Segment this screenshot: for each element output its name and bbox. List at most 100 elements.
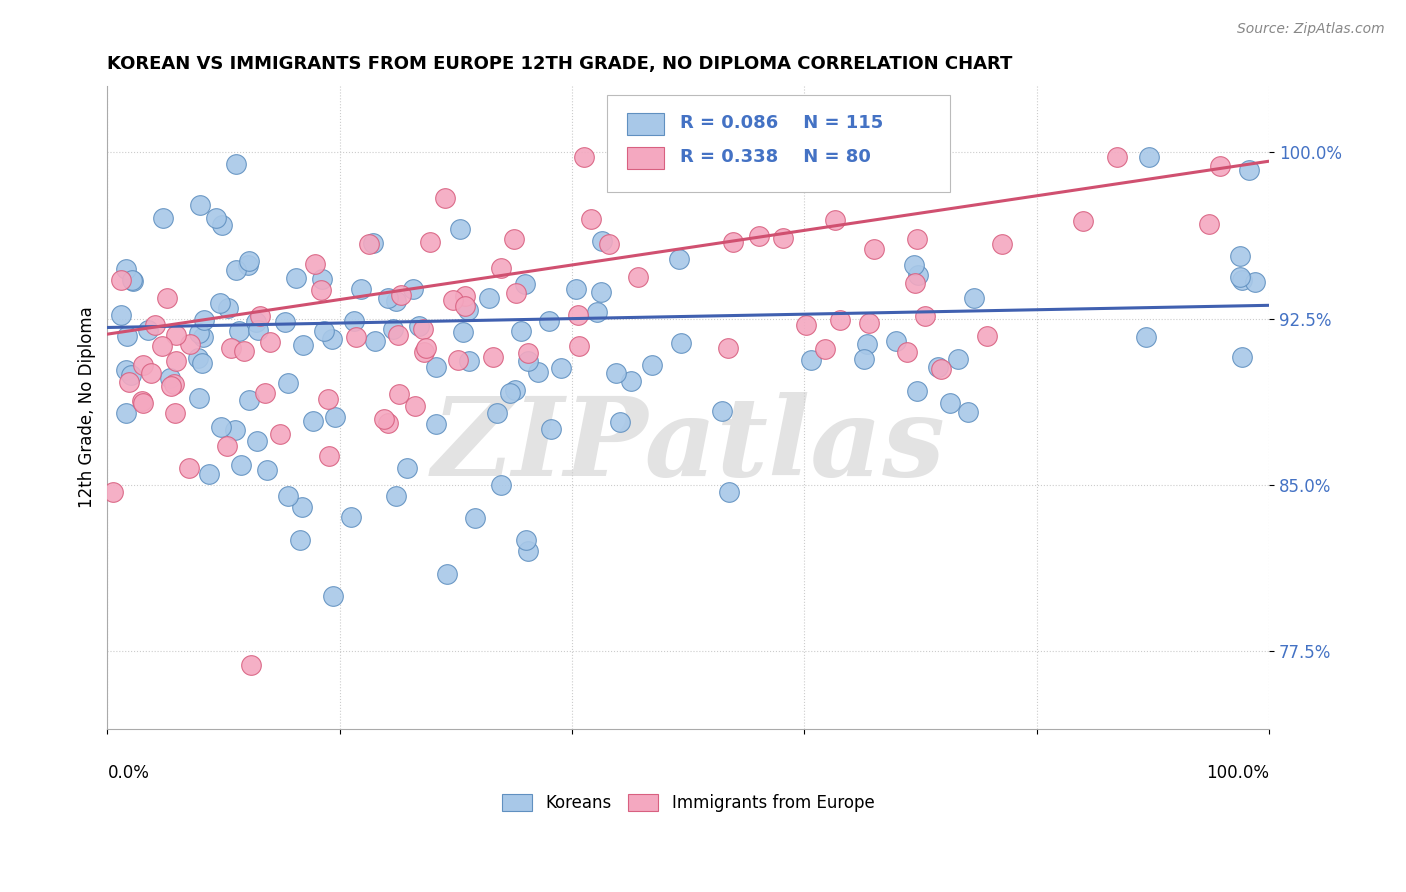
Point [453,299,475,313]
Point [482,350,505,364]
Point [1105,150,1128,164]
Point [498,385,520,400]
Point [1198,217,1220,231]
Point [318,449,340,463]
Point [120,368,142,382]
Point [249,309,271,323]
Point [609,415,631,429]
Point [188,391,211,405]
Point [211,218,233,232]
Point [449,221,471,235]
Point [412,322,434,336]
Point [794,318,817,332]
Point [415,341,437,355]
Point [565,282,588,296]
Point [246,323,269,337]
Point [364,334,387,348]
Point [232,343,254,358]
Point [132,358,155,372]
Point [191,329,214,343]
Point [221,342,243,356]
Point [717,341,740,355]
Point [165,327,187,342]
Point [165,354,187,368]
Point [217,439,239,453]
Point [503,383,526,397]
Point [505,286,527,301]
Point [515,533,537,548]
FancyBboxPatch shape [627,147,664,169]
Point [312,324,335,338]
Point [828,313,851,327]
Point [517,346,540,360]
Point [373,411,395,425]
Point [567,308,589,322]
Point [929,362,952,376]
Point [115,328,138,343]
Point [217,301,239,315]
Point [177,461,200,475]
Point [159,379,181,393]
Point [381,322,404,336]
Point [377,292,399,306]
Point [489,478,512,492]
Point [425,360,447,375]
Point [191,356,214,370]
FancyBboxPatch shape [627,112,664,136]
Point [193,312,215,326]
Point [404,400,426,414]
Text: 100.0%: 100.0% [1206,764,1270,782]
Point [896,345,918,359]
Point [304,257,326,271]
Point [117,375,139,389]
Point [361,235,384,250]
Point [1139,150,1161,164]
Point [907,268,929,282]
Text: 0.0%: 0.0% [107,764,149,782]
Point [1230,273,1253,287]
Point [457,302,479,317]
Point [205,211,228,225]
Point [389,288,412,302]
Point [1244,276,1267,290]
Point [717,484,740,499]
Point [387,328,409,343]
Point [121,273,143,287]
Point [1229,249,1251,263]
Point [408,318,430,333]
Point [225,157,247,171]
Point [225,263,247,277]
Point [669,335,692,350]
Text: R = 0.338    N = 80: R = 0.338 N = 80 [681,148,870,166]
Point [238,253,260,268]
Point [301,414,323,428]
Point [786,168,808,182]
Point [143,318,166,333]
Point [228,324,250,338]
Point [274,315,297,329]
Point [284,271,307,285]
Point [1208,159,1230,173]
Point [385,489,408,503]
Text: R = 0.086    N = 115: R = 0.086 N = 115 [681,114,883,132]
Point [814,172,837,186]
Point [115,262,138,277]
Point [513,277,536,292]
Point [246,434,269,448]
Point [710,404,733,418]
Point [589,285,612,299]
Point [1239,163,1261,178]
Point [103,485,125,500]
Point [136,323,159,337]
Point [858,316,880,330]
Point [224,423,246,437]
Point [236,258,259,272]
Point [412,344,434,359]
Point [311,284,333,298]
Point [627,269,650,284]
Point [572,150,595,164]
Point [198,467,221,481]
Point [585,305,607,319]
Point [323,409,346,424]
Point [277,376,299,391]
